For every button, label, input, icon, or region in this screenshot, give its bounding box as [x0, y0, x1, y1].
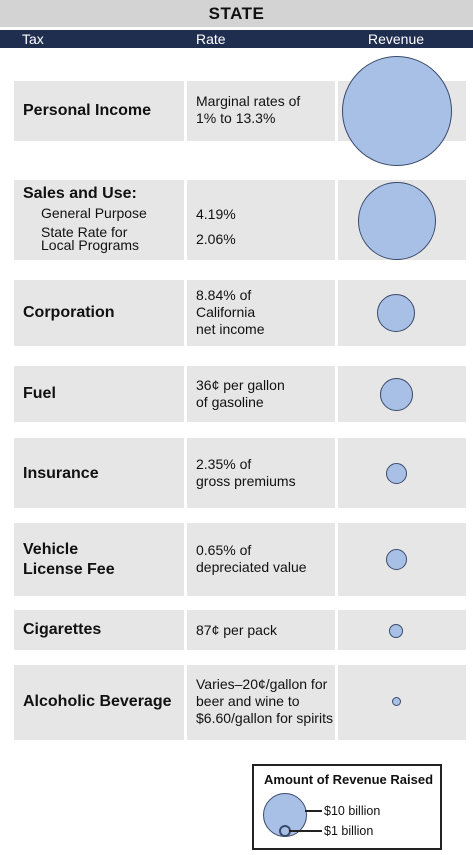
table-row: Alcoholic Beverage Varies–20¢/gallon for… — [14, 665, 466, 740]
legend: Amount of Revenue Raised $10 billion $1 … — [252, 764, 442, 850]
column-tax: Tax — [22, 31, 44, 47]
revenue-bubble — [358, 182, 436, 260]
tax-rate: Varies–20¢/gallon for beer and wine to $… — [196, 676, 333, 726]
legend-leader-line — [305, 810, 322, 812]
tax-name: Sales and Use: — [23, 185, 137, 202]
tax-name: Cigarettes — [23, 621, 102, 638]
legend-label-small: $1 billion — [324, 824, 374, 838]
legend-leader-line — [289, 830, 322, 832]
tax-rate: 87¢ per pack — [196, 622, 277, 638]
tax-rate: 4.19% — [196, 206, 236, 222]
tax-rate: 2.35% of gross premiums — [196, 456, 296, 489]
page-title: STATE — [0, 0, 473, 27]
revenue-bubble — [389, 624, 403, 638]
tax-rate: 2.06% — [196, 231, 236, 247]
tax-name: Vehicle License Fee — [23, 541, 115, 578]
tax-sub-local: State Rate for Local Programs — [41, 224, 140, 253]
legend-label-large: $10 billion — [324, 804, 381, 818]
column-revenue: Revenue — [368, 31, 425, 47]
tax-name: Corporation — [23, 304, 115, 321]
table-row: Fuel 36¢ per gallon of gasoline — [14, 366, 466, 422]
column-header: Tax Rate Revenue — [0, 30, 473, 48]
revenue-bubble — [386, 549, 407, 570]
column-rate: Rate — [196, 31, 226, 47]
tax-name: Personal Income — [23, 102, 152, 119]
tax-name: Alcoholic Beverage — [23, 693, 172, 710]
revenue-bubble — [380, 378, 413, 411]
tax-rate: 0.65% of depreciated value — [196, 542, 307, 575]
tax-rate: 36¢ per gallon of gasoline — [196, 377, 285, 410]
revenue-bubble — [392, 697, 401, 706]
tax-name: Insurance — [23, 465, 99, 482]
tax-rate: 8.84% of California net income — [196, 287, 265, 337]
revenue-bubble — [386, 463, 407, 484]
legend-title: Amount of Revenue Raised — [264, 772, 434, 787]
table-row: Vehicle License Fee 0.65% of depreciated… — [14, 523, 466, 596]
tax-sub-general: General Purpose — [41, 205, 147, 221]
tax-rate: Marginal rates of 1% to 13.3% — [196, 93, 301, 126]
table-row: Cigarettes 87¢ per pack — [14, 610, 466, 650]
table-row: Insurance 2.35% of gross premiums — [14, 438, 466, 508]
tax-name: Fuel — [23, 385, 56, 402]
revenue-bubble — [377, 294, 415, 332]
revenue-bubble — [342, 56, 452, 166]
